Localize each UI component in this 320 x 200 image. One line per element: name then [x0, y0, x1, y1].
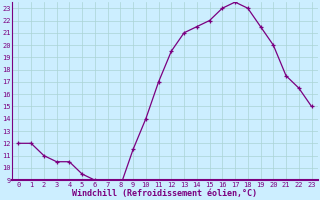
X-axis label: Windchill (Refroidissement éolien,°C): Windchill (Refroidissement éolien,°C)	[72, 189, 258, 198]
